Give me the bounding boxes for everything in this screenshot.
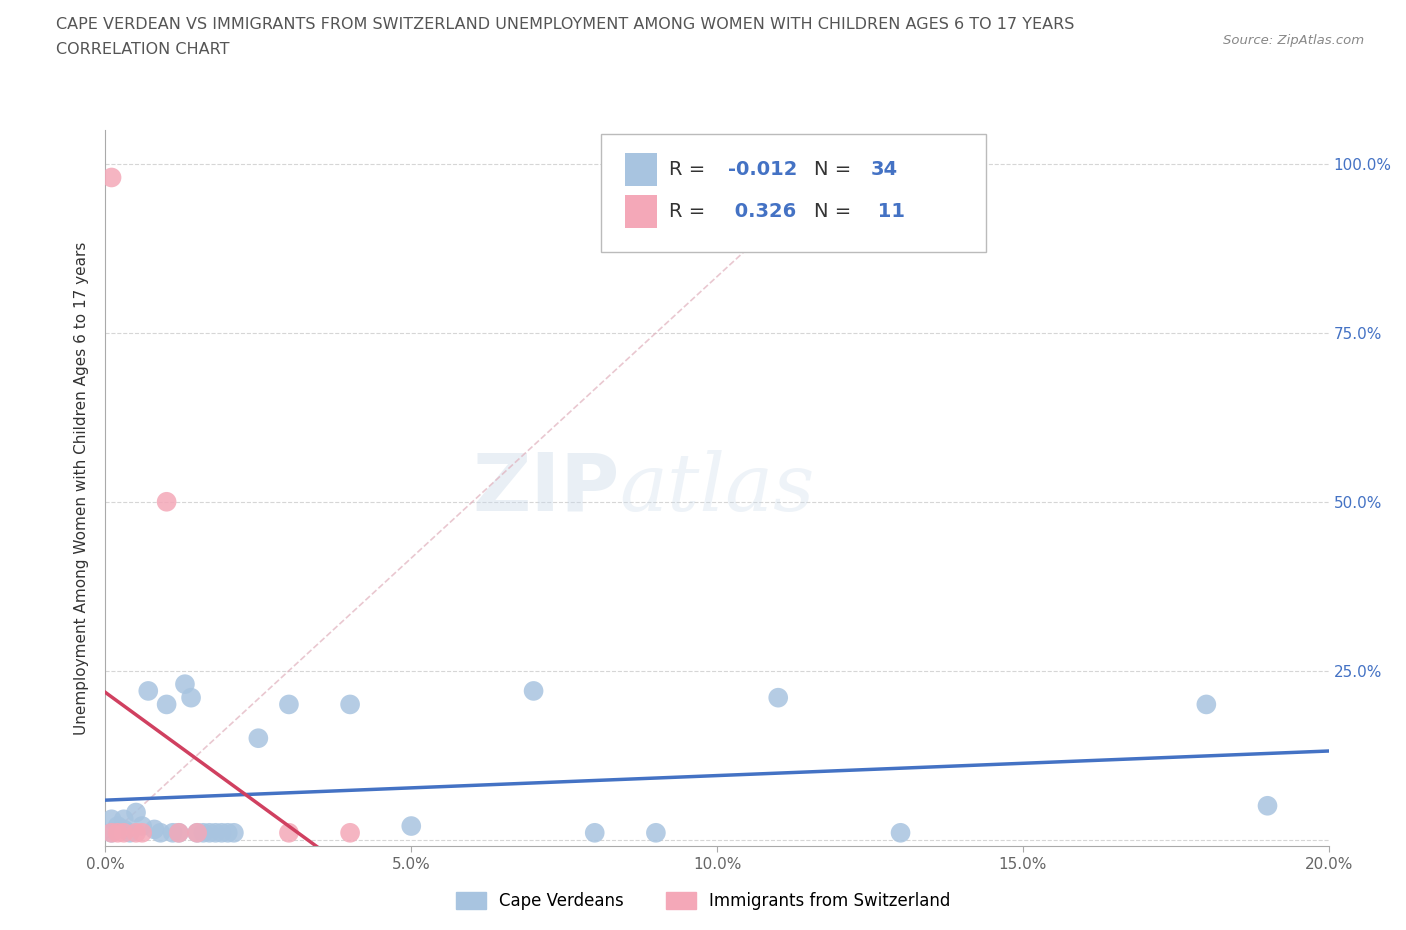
Text: CORRELATION CHART: CORRELATION CHART — [56, 42, 229, 57]
Legend: Cape Verdeans, Immigrants from Switzerland: Cape Verdeans, Immigrants from Switzerla… — [449, 885, 957, 917]
Point — [155, 697, 177, 711]
Point — [217, 825, 239, 840]
Text: ZIP: ZIP — [472, 449, 619, 527]
Point — [112, 822, 135, 837]
Point — [768, 690, 790, 705]
Text: R =: R = — [669, 202, 711, 220]
Text: Source: ZipAtlas.com: Source: ZipAtlas.com — [1223, 34, 1364, 47]
Point — [174, 677, 197, 692]
Text: 0.326: 0.326 — [728, 202, 796, 220]
Point — [339, 697, 361, 711]
Point — [198, 825, 221, 840]
Point — [118, 825, 141, 840]
Point — [401, 818, 423, 833]
Point — [162, 825, 184, 840]
Text: R =: R = — [669, 160, 711, 179]
Point — [112, 812, 135, 827]
Point — [107, 818, 129, 833]
FancyBboxPatch shape — [626, 194, 657, 228]
Point — [100, 825, 122, 840]
Point — [149, 825, 172, 840]
Text: CAPE VERDEAN VS IMMIGRANTS FROM SWITZERLAND UNEMPLOYMENT AMONG WOMEN WITH CHILDR: CAPE VERDEAN VS IMMIGRANTS FROM SWITZERL… — [56, 17, 1074, 32]
Point — [100, 825, 122, 840]
Point — [204, 825, 226, 840]
Point — [112, 825, 135, 840]
Y-axis label: Unemployment Among Women with Children Ages 6 to 17 years: Unemployment Among Women with Children A… — [75, 242, 90, 735]
FancyBboxPatch shape — [626, 153, 657, 186]
Point — [644, 825, 666, 840]
Point — [1195, 697, 1218, 711]
Point — [222, 825, 245, 840]
Point — [100, 812, 122, 827]
Text: -0.012: -0.012 — [728, 160, 797, 179]
Text: N =: N = — [814, 160, 858, 179]
Point — [247, 731, 270, 746]
Text: 11: 11 — [872, 202, 905, 220]
Point — [193, 825, 215, 840]
Point — [278, 825, 301, 840]
Point — [131, 818, 153, 833]
Point — [107, 825, 129, 840]
Point — [583, 825, 606, 840]
Point — [125, 805, 148, 820]
Point — [100, 170, 122, 185]
Text: N =: N = — [814, 202, 858, 220]
Point — [131, 825, 153, 840]
Text: 34: 34 — [872, 160, 898, 179]
Point — [136, 684, 159, 698]
FancyBboxPatch shape — [600, 134, 986, 252]
Point — [1256, 798, 1278, 813]
Point — [278, 697, 301, 711]
Point — [523, 684, 546, 698]
Text: atlas: atlas — [619, 449, 814, 527]
Point — [125, 825, 148, 840]
Point — [143, 822, 166, 837]
Point — [167, 825, 190, 840]
Point — [167, 825, 190, 840]
Point — [186, 825, 208, 840]
Point — [186, 825, 208, 840]
Point — [211, 825, 233, 840]
Point — [889, 825, 911, 840]
Point — [155, 495, 177, 510]
Point — [339, 825, 361, 840]
Point — [180, 690, 202, 705]
